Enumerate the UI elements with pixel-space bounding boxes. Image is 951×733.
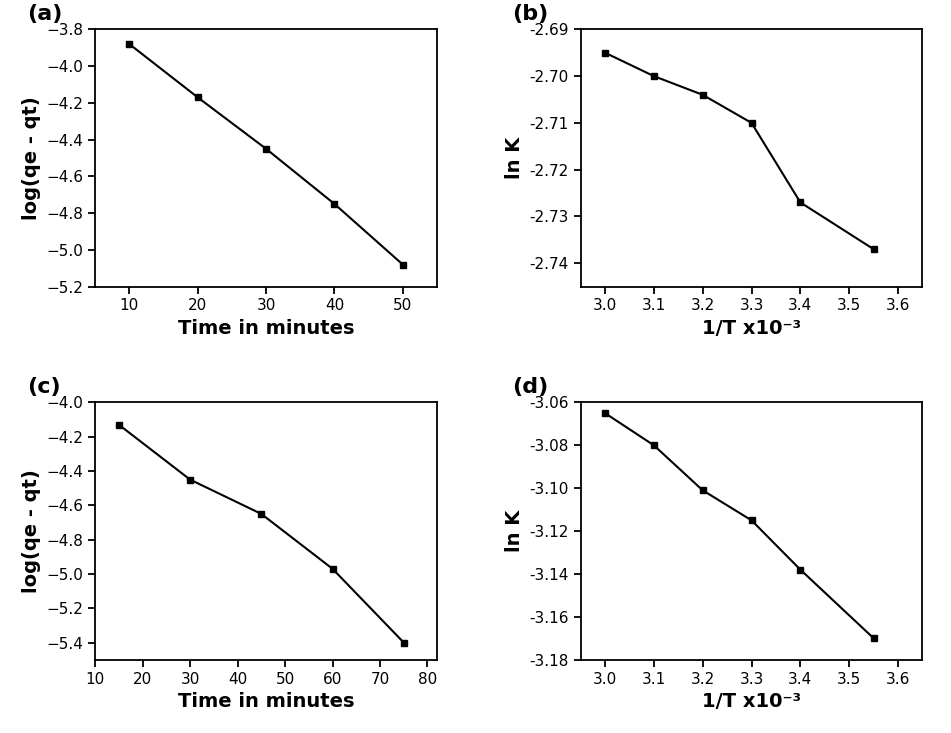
Text: (a): (a): [27, 4, 62, 24]
Y-axis label: ln K: ln K: [505, 137, 524, 179]
X-axis label: 1/T x10⁻³: 1/T x10⁻³: [702, 692, 801, 711]
X-axis label: 1/T x10⁻³: 1/T x10⁻³: [702, 319, 801, 338]
X-axis label: Time in minutes: Time in minutes: [178, 319, 355, 338]
X-axis label: Time in minutes: Time in minutes: [178, 692, 355, 711]
Y-axis label: log(qe - qt): log(qe - qt): [22, 96, 41, 220]
Text: (b): (b): [513, 4, 549, 24]
Text: (d): (d): [513, 377, 549, 397]
Y-axis label: log(qe - qt): log(qe - qt): [22, 469, 41, 593]
Text: (c): (c): [27, 377, 60, 397]
Y-axis label: ln K: ln K: [505, 510, 524, 552]
